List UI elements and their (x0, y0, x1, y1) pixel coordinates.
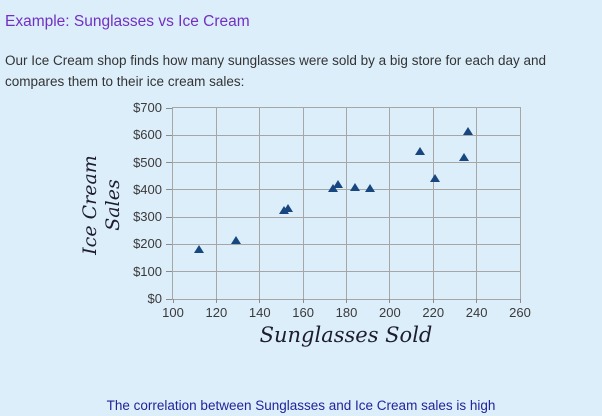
conclusion-text: The correlation between Sunglasses and I… (106, 397, 496, 413)
x-tick-label: 260 (509, 305, 531, 320)
x-axis-tick (389, 299, 391, 303)
data-point (415, 146, 426, 155)
gridline-vertical (432, 108, 434, 299)
gridline-horizontal (173, 134, 520, 136)
plot-area: 100 120 140 160 180 200 220 240 260 $0 $100 $200 $30… (133, 100, 531, 320)
gridline-horizontal (173, 243, 520, 245)
y-axis-tick (166, 216, 172, 218)
gridline-horizontal (173, 271, 520, 273)
data-point (230, 236, 241, 245)
y-axis-tick (166, 107, 172, 109)
x-axis-tick (476, 299, 478, 303)
y-tick-label: $200 (133, 236, 162, 252)
x-axis-tick (259, 299, 261, 303)
gridline-vertical (476, 108, 478, 299)
y-tick-label: $600 (133, 127, 162, 143)
x-tick-label: 180 (335, 305, 358, 320)
x-axis-tick (432, 299, 434, 303)
y-tick-label: $300 (133, 209, 162, 225)
y-axis-tick (166, 162, 172, 164)
data-point (194, 244, 205, 253)
x-tick-label: 140 (248, 305, 271, 320)
gridline-vertical (259, 108, 261, 299)
x-axis-title: Sunglasses Sold (259, 323, 433, 347)
intro-text: Our Ice Cream shop finds how many sungla… (5, 52, 547, 90)
data-point (332, 180, 343, 189)
page-title: Example: Sunglasses vs Ice Cream (5, 13, 250, 31)
data-point (430, 173, 441, 182)
data-point (462, 127, 473, 136)
y-axis-tick (166, 189, 172, 191)
y-tick-label: $0 (147, 291, 162, 306)
x-tick-label: 240 (465, 305, 488, 320)
x-axis-tick (215, 299, 217, 303)
x-tick-label: 200 (379, 305, 401, 320)
y-axis-title-line1: Ice Cream (79, 155, 101, 255)
y-axis-tick (166, 298, 172, 300)
y-axis-tick (166, 271, 172, 273)
data-point (328, 184, 339, 193)
gridline-horizontal (173, 189, 520, 191)
x-axis-tick (302, 299, 304, 303)
y-tick-label: $700 (133, 100, 162, 115)
data-point (350, 182, 361, 191)
data-point (458, 152, 469, 161)
gridline-horizontal (173, 216, 520, 218)
gridline-horizontal (173, 162, 520, 164)
data-point (282, 204, 293, 213)
y-axis-tick (166, 243, 172, 245)
y-tick-label: $100 (133, 263, 162, 279)
x-axis-tick (346, 299, 347, 303)
y-tick-label: $500 (133, 154, 162, 170)
x-tick-label: 120 (205, 305, 228, 320)
x-tick-label: 100 (162, 305, 184, 320)
y-tick-label: $400 (133, 181, 162, 197)
x-axis-tick (172, 299, 174, 303)
gridline-vertical (346, 108, 347, 299)
data-point (365, 183, 376, 192)
gridline-vertical (389, 108, 391, 299)
gridline-vertical (302, 108, 304, 299)
x-tick-label: 160 (292, 305, 314, 320)
x-axis-tick (519, 299, 521, 303)
y-axis-tick (166, 134, 172, 136)
gridline-vertical (215, 108, 217, 299)
x-tick-label: 220 (422, 305, 445, 320)
